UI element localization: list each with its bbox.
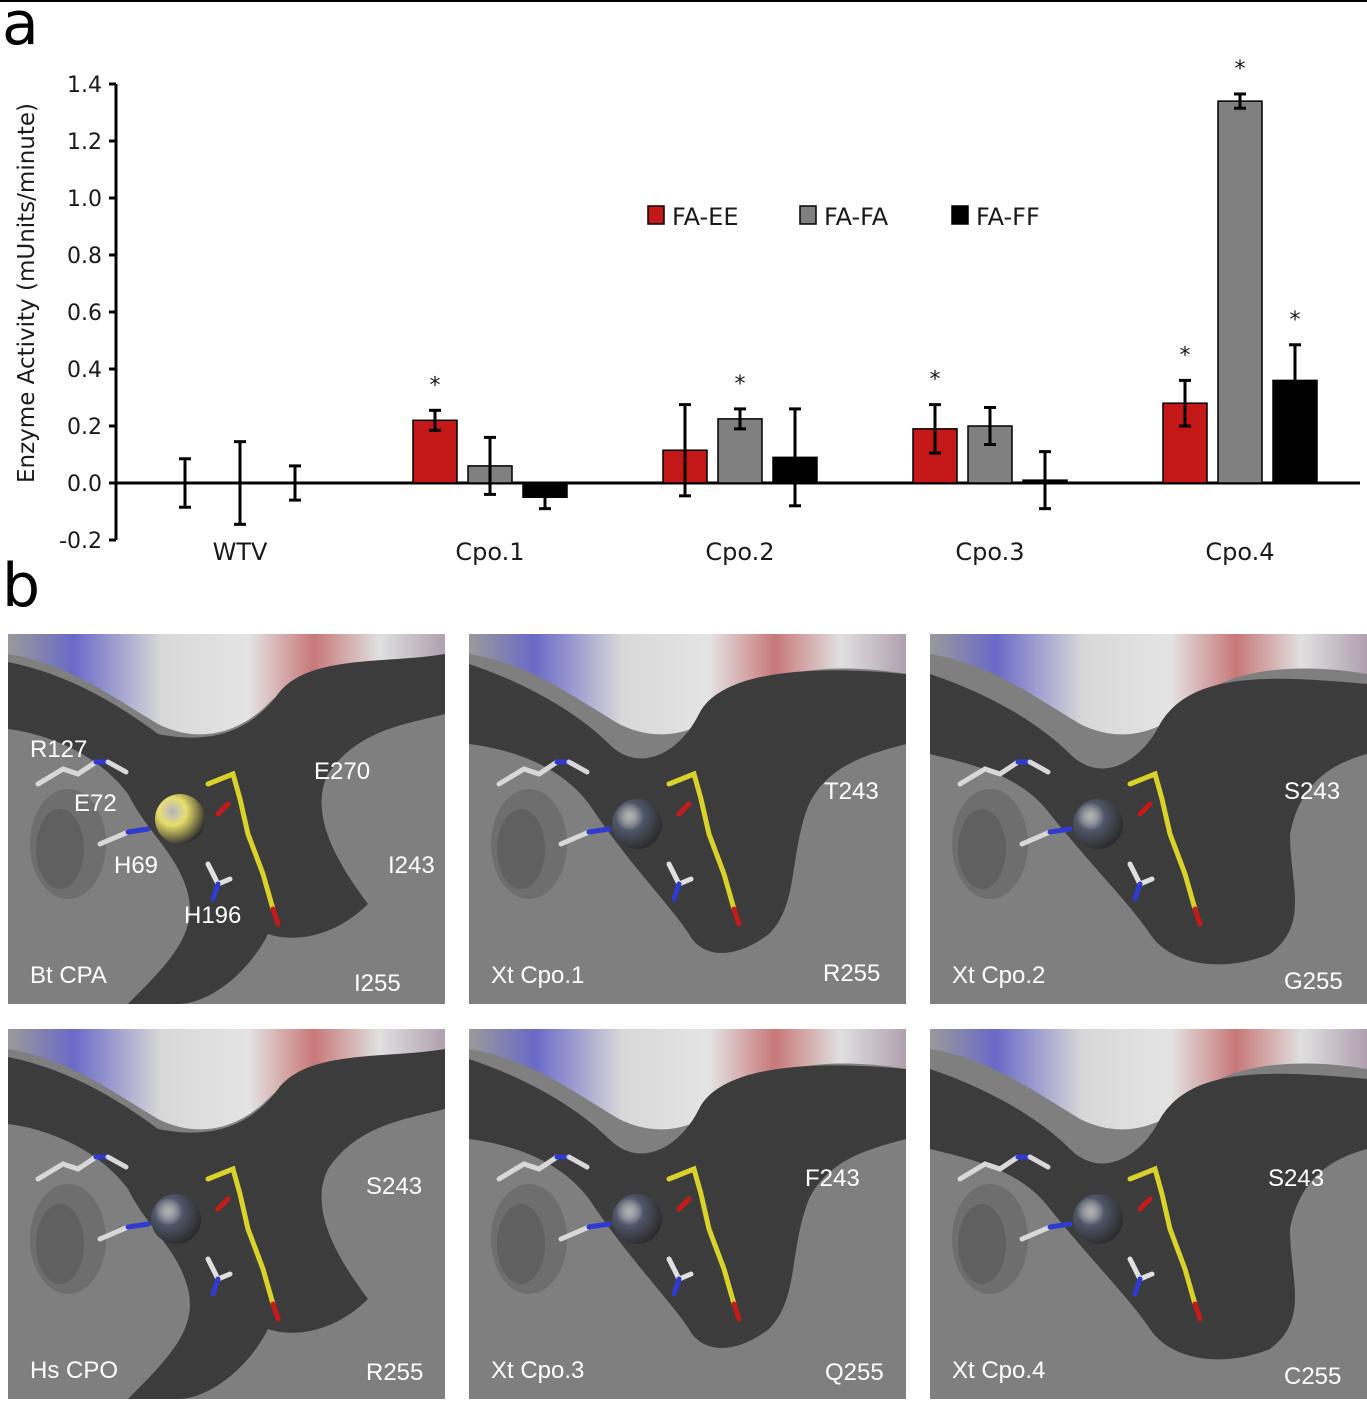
- error-bar: [1179, 378, 1191, 428]
- y-tick-label: 1.2: [67, 130, 102, 155]
- legend-label: FA-FA: [824, 203, 889, 231]
- legend-label: FA-EE: [672, 203, 738, 231]
- structure-panel-title: Bt CPA: [30, 962, 107, 989]
- error-bar: [734, 407, 746, 431]
- structure-panel: Hs CPO S243 R255: [8, 1029, 445, 1399]
- structure-panel-title: Xt Cpo.4: [952, 1357, 1046, 1384]
- bar-fa-fa: [1217, 100, 1263, 484]
- y-tick-label: 1.4: [67, 73, 102, 98]
- legend-item: FA-FA: [799, 203, 889, 231]
- structure-panel-title: Hs CPO: [30, 1357, 119, 1384]
- error-bar: [1289, 343, 1301, 418]
- protein-surface-image: [469, 634, 906, 1004]
- residue-label: S243: [366, 1173, 423, 1200]
- category-label: Cpo.3: [955, 538, 1024, 566]
- residue-label: G255: [1284, 968, 1343, 995]
- y-tick-label: 0.0: [67, 472, 102, 497]
- residue-label: Q255: [825, 1359, 884, 1386]
- y-tick-label: -0.2: [59, 529, 102, 554]
- protein-surface-image: [8, 1029, 445, 1399]
- y-tick-label: 0.4: [67, 358, 102, 383]
- category-label: WTV: [213, 538, 268, 566]
- error-bar: [929, 403, 941, 455]
- residue-label: F243: [805, 1165, 860, 1192]
- error-bar: [1234, 92, 1246, 110]
- residue-label: S243: [1268, 1165, 1325, 1192]
- panel-b-letter: b: [2, 551, 41, 621]
- error-bar: [429, 408, 441, 432]
- legend-item: FA-EE: [647, 203, 738, 231]
- residue-label: R255: [366, 1359, 424, 1386]
- y-tick-label: 0.8: [67, 244, 102, 269]
- top-border: [0, 0, 1367, 2]
- structure-panel: Xt Cpo.1 T243 R255: [469, 634, 906, 1004]
- structure-panel: Xt Cpo.4 S243 C255: [930, 1029, 1367, 1399]
- category-label: Cpo.2: [705, 538, 774, 566]
- structure-panel: Bt CPA R127 E72 H69 H196 E270 I243 I255: [8, 634, 445, 1004]
- residue-label: C255: [1284, 1363, 1342, 1390]
- residue-label: T243: [824, 778, 879, 805]
- legend-item: FA-FF: [951, 203, 1040, 231]
- residue-label: R255: [823, 960, 881, 987]
- structure-panel: Xt Cpo.2 S243 G255: [930, 634, 1367, 1004]
- significance-star: *: [1290, 308, 1301, 333]
- residue-label: R127: [30, 736, 88, 763]
- bar-chart: -0.2 0.0 0.2 0.4 0.6 0.8 1.0 1.2 1.4 WTV Cpo.1 Cpo.…: [14, 57, 1360, 566]
- significance-star: *: [430, 373, 441, 398]
- legend-swatch: [799, 205, 817, 225]
- protein-surface-image: [930, 1029, 1367, 1399]
- y-tick-label: 1.0: [67, 187, 102, 212]
- error-bar: [1039, 450, 1051, 511]
- legend-swatch: [647, 205, 665, 225]
- significance-star: *: [1180, 343, 1191, 368]
- residue-label: I243: [388, 852, 435, 879]
- significance-star: *: [1235, 57, 1246, 82]
- error-bar: [789, 407, 801, 508]
- structure-panel-title: Xt Cpo.2: [952, 962, 1046, 989]
- error-bar: [289, 464, 301, 502]
- structure-panel: Xt Cpo.3 F243 Q255: [469, 1029, 906, 1399]
- error-bar: [484, 435, 496, 496]
- y-tick-label: 0.2: [67, 415, 102, 440]
- residue-label: E72: [74, 790, 117, 817]
- error-bar: [539, 484, 551, 511]
- structure-panel-title: Xt Cpo.1: [491, 962, 585, 989]
- error-bar: [679, 403, 691, 498]
- residue-label: H69: [114, 852, 159, 879]
- significance-star: *: [735, 372, 746, 397]
- protein-surface-image: [469, 1029, 906, 1399]
- error-bar: [984, 405, 996, 447]
- protein-surface-image: [930, 634, 1367, 1004]
- legend-swatch: [951, 205, 969, 225]
- structure-panel-title: Xt Cpo.3: [491, 1357, 585, 1384]
- y-tick-label: 0.6: [67, 301, 102, 326]
- significance-star: *: [930, 368, 941, 393]
- legend-label: FA-FF: [976, 203, 1040, 231]
- panel-a-letter: a: [2, 0, 39, 59]
- category-label: Cpo.4: [1205, 538, 1274, 566]
- residue-label: H196: [184, 902, 242, 929]
- residue-label: I255: [354, 970, 401, 997]
- y-axis-label: Enzyme Activity (mUnits/minute): [14, 103, 40, 483]
- residue-label: E270: [314, 758, 371, 785]
- category-label: Cpo.1: [455, 538, 524, 566]
- residue-label: S243: [1284, 778, 1341, 805]
- error-bar: [234, 440, 246, 526]
- protein-surface-image: [8, 634, 445, 1004]
- error-bar: [179, 457, 191, 509]
